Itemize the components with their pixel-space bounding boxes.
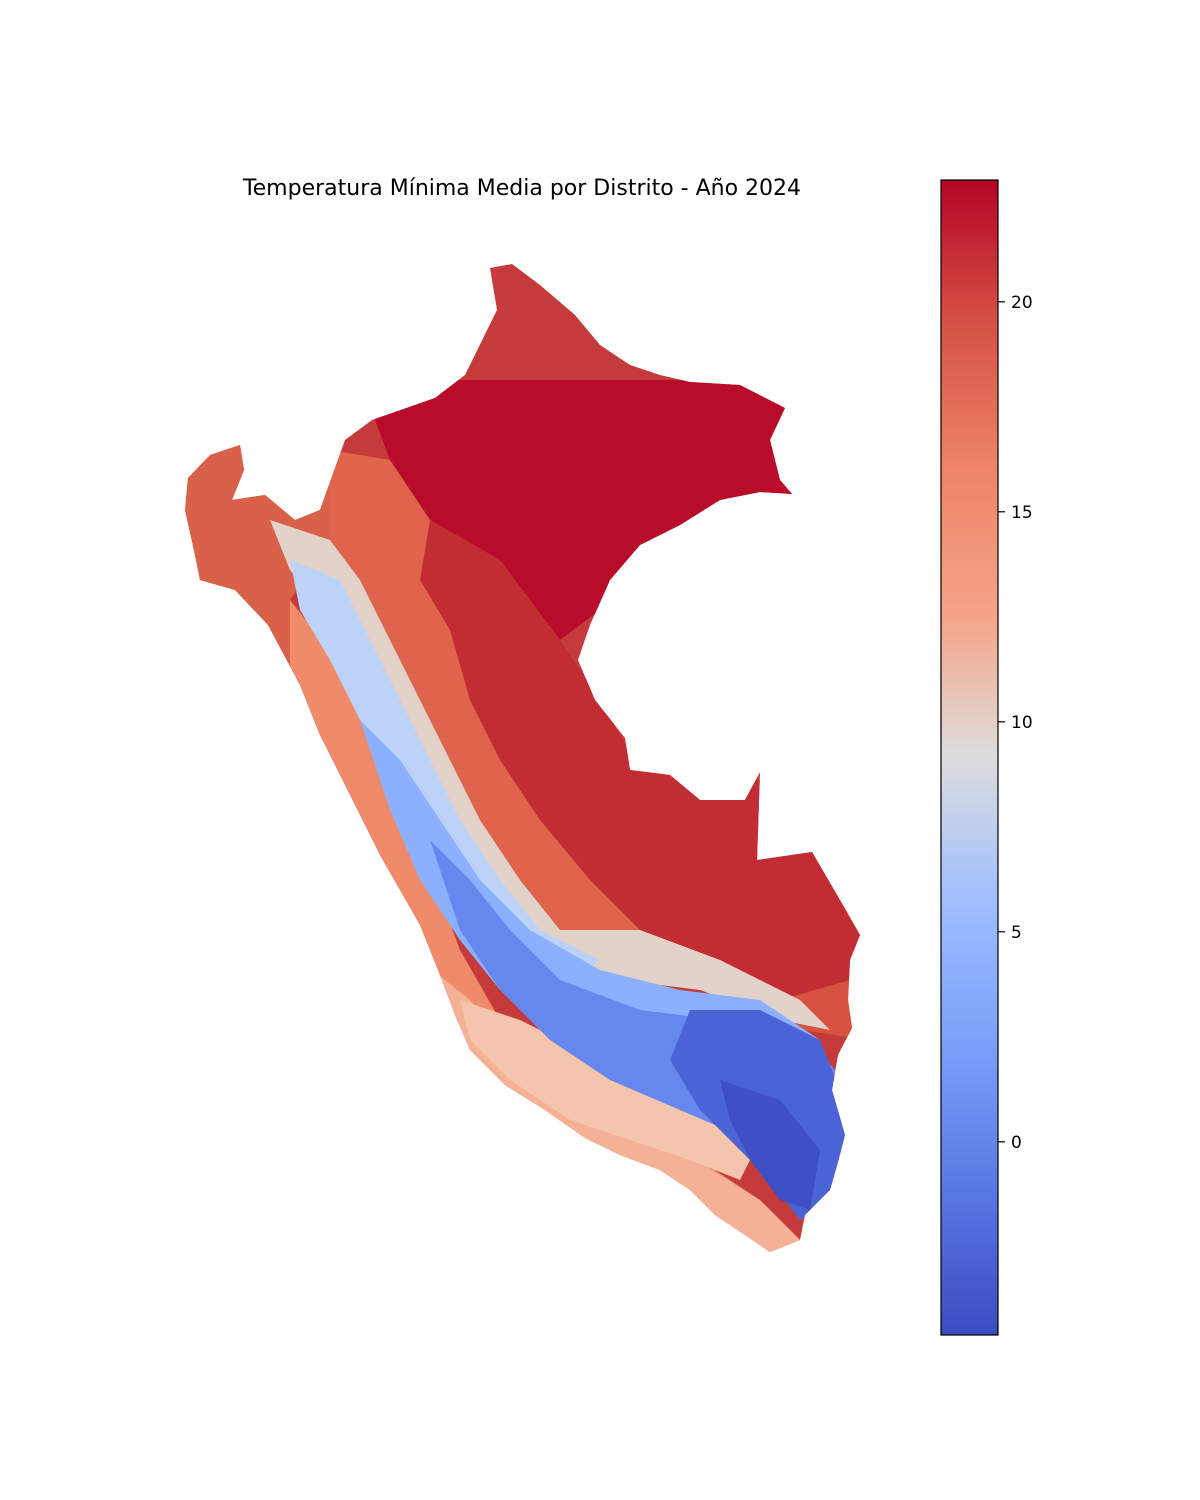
colorbar-tick-label: 20 bbox=[1011, 293, 1033, 313]
titicaca-highland-region bbox=[720, 1080, 820, 1210]
amazon-central-region bbox=[420, 520, 860, 1000]
colorbar-tick-label: 0 bbox=[1011, 1133, 1022, 1153]
colorbar-gradient bbox=[940, 179, 999, 1336]
colorbar-tick-label: 10 bbox=[1011, 713, 1033, 733]
coastal-slope-region bbox=[460, 1000, 760, 1180]
andes-north-region bbox=[290, 560, 600, 990]
map-title: Temperatura Mínima Media por Distrito - … bbox=[242, 176, 802, 201]
eastern-slope-region bbox=[330, 450, 640, 930]
transition-band-region bbox=[270, 520, 830, 1030]
colorbar-tick-label: 5 bbox=[1011, 923, 1022, 943]
colorbar: 0 5 10 15 20 bbox=[940, 179, 1033, 1336]
amazon-north-region bbox=[360, 380, 800, 640]
south-coast-region bbox=[420, 960, 800, 1252]
colorbar-ticks: 0 5 10 15 20 bbox=[998, 293, 1033, 1153]
colorbar-tick-label: 15 bbox=[1011, 503, 1033, 523]
peru-map bbox=[185, 264, 860, 1252]
andes-central-region bbox=[360, 720, 830, 1090]
